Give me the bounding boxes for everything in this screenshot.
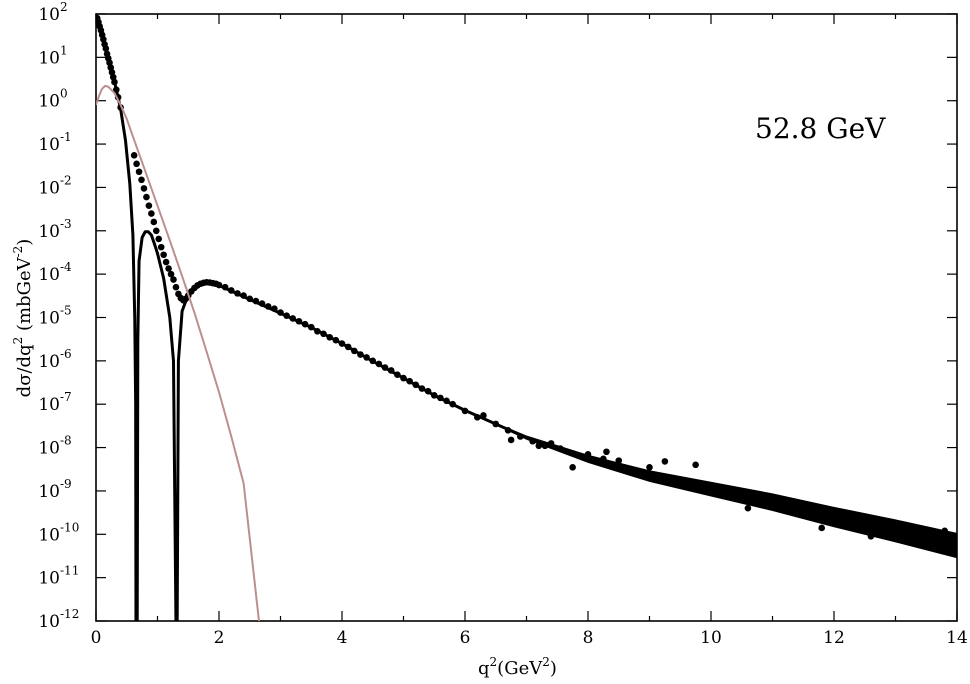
y-tick-exponent: -12: [60, 607, 79, 621]
y-axis-title-sup1: 2: [11, 337, 25, 345]
data-point: [818, 524, 825, 532]
data-point: [145, 202, 153, 209]
y-tick-exponent: -10: [60, 520, 79, 534]
x-tick-label: 10: [700, 628, 722, 648]
data-point: [167, 270, 175, 278]
plot-area: [96, 14, 957, 621]
y-axis-title-part3: ): [14, 239, 35, 246]
data-point: [569, 464, 576, 471]
y-tick-exponent: -1: [60, 130, 72, 144]
y-tick-label: 10: [38, 569, 60, 589]
data-point: [603, 448, 610, 456]
energy-annotation: 52.8 GeV: [755, 112, 886, 145]
y-tick-label: 10: [38, 135, 60, 155]
x-axis-title-rest: (GeV: [497, 658, 543, 679]
y-tick-label: 10: [38, 395, 60, 415]
y-tick-label: 10: [38, 525, 60, 545]
y-axis-title: dσ/dq2 (mbGeV-2): [11, 239, 35, 398]
x-tick-labels: 0 2 4 6 8 10 12 14: [91, 628, 968, 648]
x-axis-title-base: q: [478, 658, 490, 679]
y-axis-title-part2: (mbGeV: [14, 256, 35, 336]
y-tick-exponent: -6: [60, 347, 72, 361]
data-point: [744, 504, 752, 512]
x-tick-label: 4: [337, 628, 348, 648]
data-point: [130, 152, 138, 159]
data-point: [157, 243, 165, 251]
y-tick-exponent: -2: [60, 173, 72, 187]
data-point: [135, 168, 143, 176]
x-axis-title: q2(GeV2): [478, 655, 557, 679]
x-axis-title-unit-sup: 2: [542, 655, 550, 669]
x-axis-title-sup: 2: [490, 655, 498, 669]
y-tick-label: 10: [38, 48, 60, 68]
model-curve-1: [96, 14, 957, 621]
y-tick-exponent: -5: [60, 304, 72, 318]
data-point: [160, 251, 167, 259]
data-point: [646, 464, 653, 471]
y-tick-exponent: 0: [60, 87, 68, 101]
x-tick-label: 8: [583, 628, 594, 648]
data-point: [150, 218, 158, 226]
data-point: [140, 185, 148, 192]
y-tick-label: 10: [38, 222, 60, 242]
model-curve-2: [96, 84, 260, 621]
data-point: [170, 276, 177, 283]
x-axis-title-close: ): [550, 658, 557, 679]
y-tick-exponent: -7: [60, 390, 72, 404]
model-band: [465, 410, 957, 559]
y-tick-label: 10: [38, 92, 60, 112]
data-point: [661, 458, 669, 465]
axis-ticks: [95, 13, 958, 622]
y-tick-label: 10: [38, 5, 60, 25]
data-point: [692, 461, 699, 469]
y-tick-label: 10: [38, 178, 60, 198]
y-tick-label: 10: [38, 612, 60, 632]
y-tick-exponent: -8: [60, 434, 72, 448]
y-axis-title-part1: dσ/dq: [14, 344, 35, 397]
x-tick-label: 2: [214, 628, 225, 648]
y-tick-exponent: -4: [60, 260, 72, 274]
data-point: [172, 283, 180, 291]
data-point: [507, 436, 515, 444]
x-tick-label: 14: [946, 628, 968, 648]
data-point: [162, 258, 170, 266]
x-tick-label: 12: [823, 628, 845, 648]
data-point: [152, 227, 160, 235]
x-tick-label: 6: [460, 628, 471, 648]
y-tick-exponent: 1: [60, 43, 68, 57]
y-tick-label: 10: [38, 265, 60, 285]
y-tick-label: 10: [38, 352, 60, 372]
y-tick-exponent: 2: [60, 0, 68, 14]
y-tick-label: 10: [38, 309, 60, 329]
data-point: [165, 265, 172, 272]
y-tick-exponent: -11: [60, 564, 79, 578]
data-point: [143, 193, 150, 201]
x-tick-label: 0: [91, 628, 102, 648]
y-axis-title-sup2: -2: [11, 246, 25, 258]
y-tick-exponent: -9: [60, 477, 72, 491]
data-point: [138, 176, 145, 184]
y-tick-exponent: -3: [60, 217, 72, 231]
data-point: [133, 160, 140, 168]
plot-frame: [95, 13, 958, 622]
data-point: [148, 210, 155, 217]
y-tick-label: 10: [38, 482, 60, 502]
data-point: [155, 235, 163, 243]
y-tick-label: 10: [38, 439, 60, 459]
